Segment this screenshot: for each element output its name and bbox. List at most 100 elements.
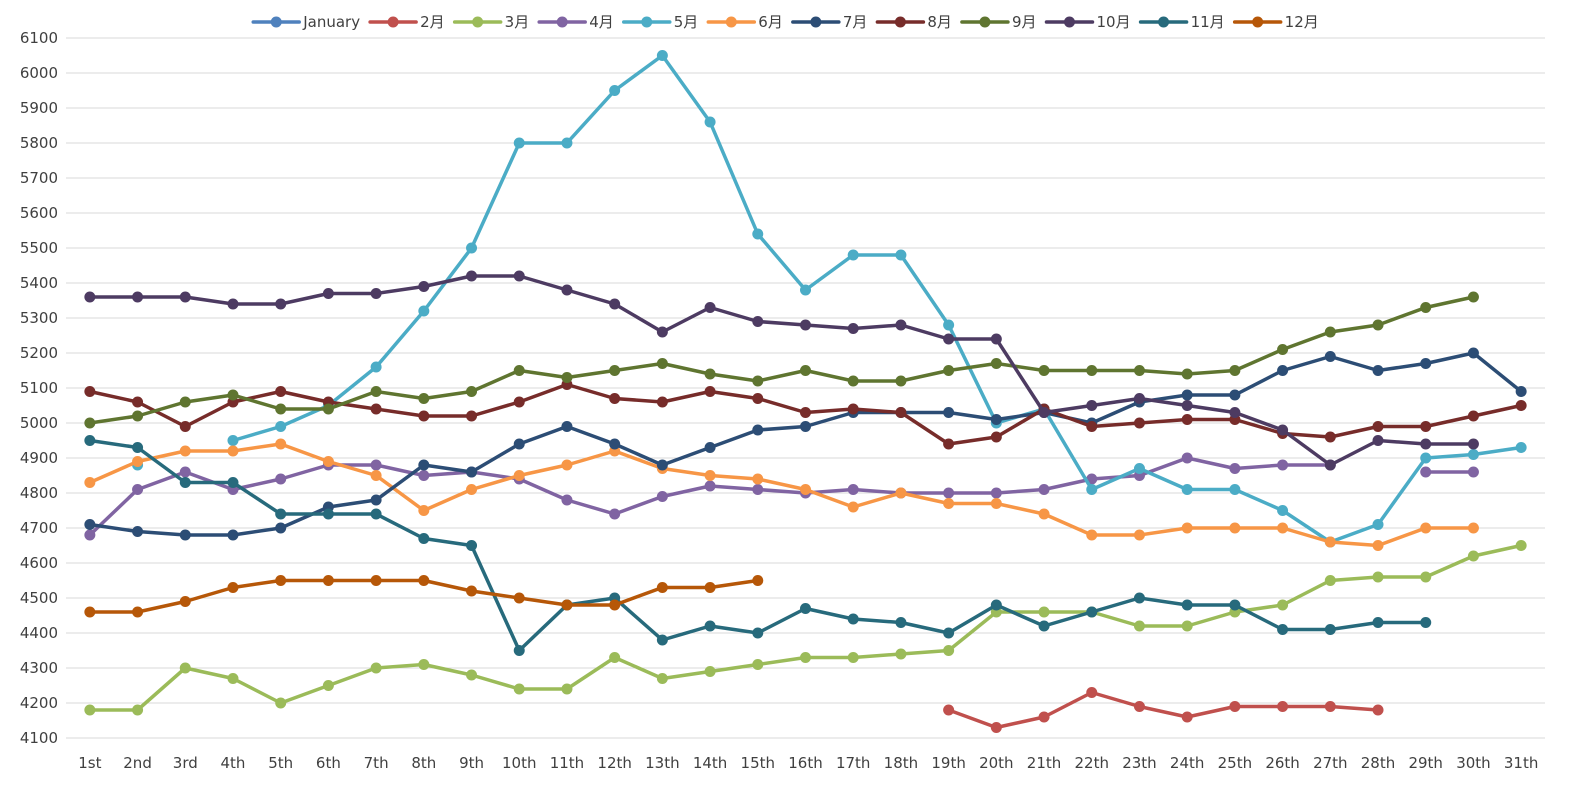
- x-tick-label-2nd: 2nd: [123, 754, 152, 772]
- data-point-s3-30th: [1467, 550, 1479, 562]
- y-tick-label-6100: 6100: [20, 29, 58, 47]
- series-line-2: [946, 690, 1380, 730]
- data-point-s6-19th: [943, 498, 955, 509]
- data-point-s2-28th: [1372, 704, 1384, 716]
- data-point-s10-28th: [1372, 435, 1384, 446]
- data-point-s10-7th: [370, 288, 382, 299]
- x-tick-label-6th: 6th: [316, 754, 341, 772]
- data-point-s10-17th: [847, 323, 859, 334]
- gridlines: [66, 37, 1545, 739]
- x-tick-label-1st: 1st: [78, 754, 101, 772]
- legend-label: 7月: [843, 13, 868, 31]
- x-tick-label-31th: 31th: [1504, 754, 1538, 772]
- data-point-s3-16th: [800, 652, 811, 663]
- data-point-s6-18th: [895, 487, 907, 499]
- data-point-s6-5th: [275, 438, 287, 450]
- data-point-s9-7th: [370, 386, 382, 397]
- data-point-s11-10th: [513, 645, 525, 656]
- data-point-s11-22th: [1086, 606, 1098, 618]
- legend-item-4: 4月: [537, 13, 614, 31]
- data-point-s12-15th: [752, 575, 764, 586]
- data-point-s8-22th: [1086, 421, 1098, 432]
- data-point-s9-21th: [1038, 365, 1050, 376]
- data-point-s5-18th: [895, 249, 907, 261]
- data-point-s10-6th: [322, 288, 334, 299]
- data-point-s10-9th: [466, 270, 478, 282]
- data-point-s12-13th: [656, 582, 668, 593]
- data-point-s10-1st: [84, 291, 96, 303]
- data-point-s6-23th: [1133, 529, 1145, 541]
- data-point-s2-20th: [990, 722, 1002, 733]
- legend-item-2: 2月: [368, 13, 445, 31]
- data-point-s8-1st: [84, 386, 96, 397]
- y-tick-label-4800: 4800: [20, 484, 58, 502]
- data-point-s10-11th: [561, 284, 573, 296]
- legend-item-10: 10月: [1044, 13, 1131, 31]
- series-line-11: [88, 438, 1428, 653]
- data-point-s6-26th: [1277, 522, 1289, 534]
- data-point-s11-18th: [895, 617, 907, 628]
- data-point-s9-29th: [1420, 302, 1432, 313]
- data-point-s9-1st: [84, 417, 96, 429]
- data-point-s6-20th: [990, 498, 1002, 509]
- data-point-s7-31th: [1515, 386, 1527, 397]
- data-point-s6-4th: [227, 445, 239, 457]
- data-point-s6-16th: [800, 484, 811, 495]
- data-point-s5-8th: [418, 305, 430, 317]
- y-tick-label-6000: 6000: [20, 64, 58, 82]
- data-point-s8-9th: [466, 410, 478, 422]
- y-axis-ticks: 4100 4200 4300 4400 4500 4600 4700 4800 4900 5000…: [20, 29, 58, 747]
- data-point-s10-24th: [1181, 400, 1193, 411]
- legend-swatch-marker: [979, 16, 991, 28]
- data-point-s6-24th: [1181, 522, 1193, 534]
- data-point-s9-25th: [1229, 365, 1241, 376]
- legend-swatch-marker: [641, 16, 653, 28]
- data-point-s9-6th: [322, 403, 334, 415]
- data-point-s9-4th: [227, 389, 239, 401]
- data-point-s4-19th: [943, 487, 955, 499]
- x-tick-label-5th: 5th: [268, 754, 293, 772]
- data-point-s10-18th: [895, 319, 907, 331]
- data-point-s7-8th: [418, 459, 430, 471]
- data-point-s11-3rd: [179, 477, 191, 488]
- data-point-s10-19th: [943, 333, 955, 345]
- data-point-s3-29th: [1420, 571, 1432, 583]
- data-point-s12-5th: [275, 575, 287, 586]
- series-10: [84, 270, 1479, 471]
- data-point-s7-5th: [275, 522, 287, 534]
- data-point-s11-17th: [847, 613, 859, 625]
- data-point-s5-30th: [1467, 449, 1479, 460]
- data-point-s3-18th: [895, 648, 907, 660]
- data-point-s5-26th: [1277, 505, 1289, 516]
- data-point-s10-30th: [1467, 438, 1479, 450]
- data-point-s6-3rd: [179, 445, 191, 457]
- data-point-s7-20th: [990, 414, 1002, 425]
- x-tick-label-29th: 29th: [1408, 754, 1442, 772]
- data-point-s7-26th: [1277, 365, 1289, 376]
- data-point-s3-12th: [609, 652, 621, 663]
- data-point-s4-2nd: [132, 484, 144, 495]
- legend-item-8: 8月: [875, 13, 952, 31]
- data-point-s10-26th: [1277, 424, 1289, 436]
- data-point-s4-25th: [1229, 463, 1241, 474]
- data-point-s7-30th: [1467, 347, 1479, 359]
- data-point-s6-21th: [1038, 508, 1050, 520]
- data-point-s10-25th: [1229, 407, 1241, 418]
- data-point-s2-22th: [1086, 687, 1098, 698]
- data-point-s11-27th: [1324, 624, 1336, 635]
- data-point-s10-10th: [513, 270, 525, 282]
- y-tick-label-5100: 5100: [20, 379, 58, 397]
- data-point-s10-4th: [227, 298, 239, 310]
- data-point-s12-9th: [466, 585, 478, 597]
- legend-swatch-marker: [270, 16, 282, 28]
- data-point-s5-29th: [1420, 452, 1432, 464]
- y-tick-label-5900: 5900: [20, 99, 58, 117]
- data-point-s3-11th: [561, 683, 573, 695]
- y-tick-label-4900: 4900: [20, 449, 58, 467]
- legend-item-11: 11月: [1138, 13, 1225, 31]
- x-tick-label-23th: 23th: [1122, 754, 1156, 772]
- data-point-s4-20th: [990, 487, 1002, 499]
- data-point-s3-26th: [1277, 599, 1289, 611]
- x-tick-label-10th: 10th: [502, 754, 536, 772]
